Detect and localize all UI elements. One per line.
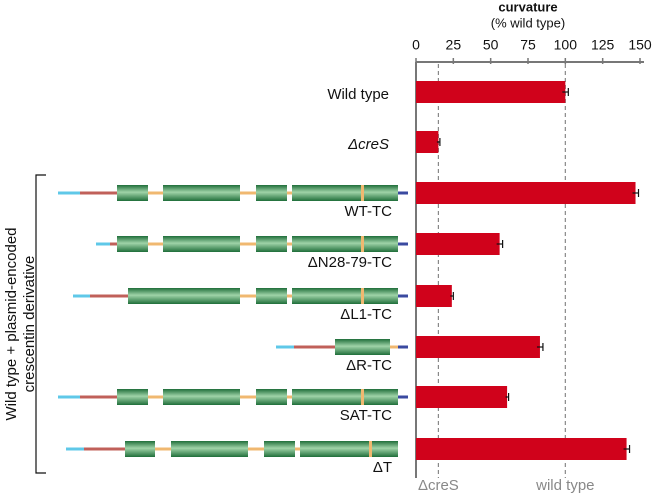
chart-title: curvature bbox=[498, 0, 557, 14]
x-tick-label: 50 bbox=[483, 37, 499, 53]
stutter bbox=[361, 288, 364, 304]
reference-label: ΔcreS bbox=[418, 477, 459, 494]
y-tick-label: ΔR-TC bbox=[346, 357, 392, 374]
y-tick-label: ΔT bbox=[373, 459, 392, 476]
coiled-coil bbox=[163, 389, 240, 405]
group-label-line: crescentin derivative bbox=[21, 256, 38, 393]
group-label: Wild type + plasmid-encoded crescentin d… bbox=[3, 227, 38, 420]
coiled-coil bbox=[256, 236, 287, 252]
coiled-coil bbox=[117, 236, 148, 252]
coiled-coil bbox=[292, 185, 398, 201]
x-tick-label: 100 bbox=[554, 37, 578, 53]
coiled-coil bbox=[292, 389, 398, 405]
coiled-coil bbox=[128, 288, 240, 304]
bar bbox=[416, 285, 452, 307]
coiled-coil bbox=[256, 389, 287, 405]
coiled-coil bbox=[292, 288, 398, 304]
y-tick-label: ΔL1-TC bbox=[340, 306, 392, 323]
coiled-coil bbox=[256, 185, 287, 201]
coiled-coil bbox=[335, 339, 390, 355]
stutter bbox=[361, 185, 364, 201]
stutter bbox=[369, 441, 372, 457]
coiled-coil bbox=[117, 389, 148, 405]
y-tick-label: ΔN28-79-TC bbox=[308, 254, 392, 271]
bar bbox=[416, 336, 540, 358]
coiled-coil bbox=[264, 441, 295, 457]
group-label-line: Wild type + plasmid-encoded bbox=[3, 227, 20, 420]
bar bbox=[416, 438, 627, 460]
x-tick-label: 25 bbox=[446, 37, 462, 53]
bar bbox=[416, 233, 500, 255]
y-tick-label: ΔcreS bbox=[347, 136, 389, 153]
y-tick-label: WT-TC bbox=[345, 203, 393, 220]
bar bbox=[416, 182, 636, 204]
group-bracket bbox=[35, 174, 46, 474]
coiled-coil bbox=[163, 236, 240, 252]
coiled-coil bbox=[163, 185, 240, 201]
reference-label: wild type bbox=[535, 477, 594, 494]
bar bbox=[416, 386, 508, 408]
chart-subtitle: (% wild type) bbox=[491, 15, 565, 30]
x-tick-label: 0 bbox=[412, 37, 420, 53]
stutter bbox=[361, 389, 364, 405]
x-tick-label: 75 bbox=[520, 37, 536, 53]
coiled-coil bbox=[300, 441, 398, 457]
coiled-coil bbox=[256, 288, 287, 304]
coiled-coil bbox=[171, 441, 248, 457]
bar bbox=[416, 131, 439, 153]
x-tick-label: 125 bbox=[591, 37, 615, 53]
x-tick-label: 150 bbox=[628, 37, 652, 53]
coiled-coil bbox=[117, 185, 148, 201]
bar bbox=[416, 81, 566, 103]
y-tick-label: Wild type bbox=[327, 86, 389, 103]
stutter bbox=[361, 236, 364, 252]
coiled-coil bbox=[292, 236, 398, 252]
y-tick-label: SAT-TC bbox=[340, 407, 392, 424]
coiled-coil bbox=[125, 441, 155, 457]
